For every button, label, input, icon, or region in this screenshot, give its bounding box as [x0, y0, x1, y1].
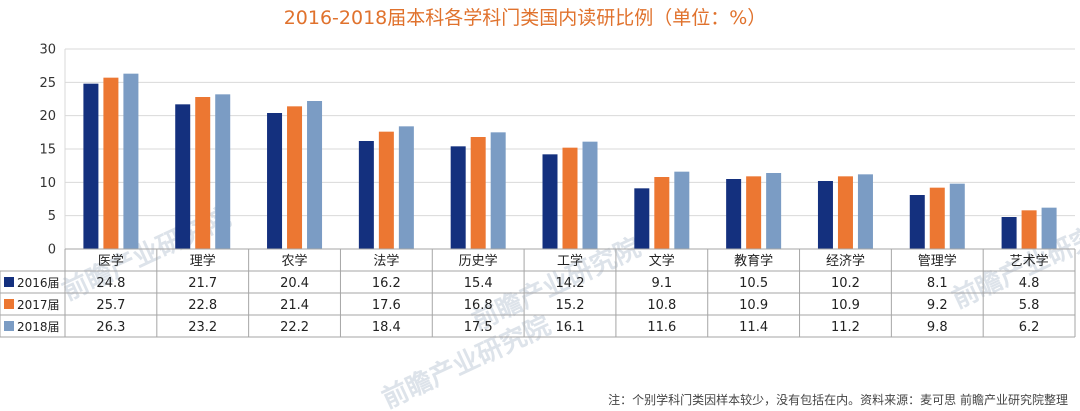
data-label: 10.9: [739, 298, 768, 313]
y-axis-ticks: 0 5 10 15 20 25 30: [39, 43, 56, 258]
data-label: 24.8: [96, 276, 125, 291]
bar: [123, 73, 139, 250]
y-tick-label: 0: [48, 243, 56, 258]
data-label: 15.2: [556, 298, 585, 313]
data-label: 20.4: [280, 276, 309, 291]
data-label: 21.4: [280, 298, 309, 313]
data-label: 10.9: [831, 298, 860, 313]
data-label: 21.7: [188, 276, 217, 291]
series-name: 2016届: [17, 276, 60, 290]
bar: [746, 176, 762, 249]
series-name: 2017届: [17, 298, 60, 312]
data-label: 8.1: [927, 276, 948, 291]
bar: [542, 154, 558, 249]
bar: [929, 187, 945, 249]
bar: [674, 171, 690, 249]
category-label: 艺术学: [1010, 253, 1049, 269]
data-label: 9.2: [927, 298, 948, 313]
legend-swatch: [4, 299, 14, 309]
y-tick-label: 10: [39, 176, 56, 191]
chart-title: 2016-2018届本科各学科门类国内读研比例（单位：%）: [284, 7, 767, 29]
bar: [817, 181, 833, 249]
data-label: 15.4: [464, 276, 493, 291]
category-label: 经济学: [826, 253, 865, 269]
bar: [307, 101, 323, 249]
data-label: 22.8: [188, 298, 217, 313]
bar: [857, 174, 873, 249]
data-label: 11.6: [647, 320, 676, 335]
category-label: 管理学: [918, 253, 957, 269]
data-label: 4.8: [1019, 276, 1040, 291]
bar: [949, 183, 965, 249]
data-label: 11.2: [831, 320, 860, 335]
data-label: 17.6: [372, 298, 401, 313]
y-tick-label: 30: [39, 43, 56, 58]
y-tick-label: 20: [39, 109, 56, 124]
bar: [378, 131, 394, 249]
data-label: 6.2: [1019, 320, 1040, 335]
data-label: 22.2: [280, 320, 309, 335]
bar: [837, 176, 853, 249]
bar: [1041, 207, 1057, 249]
category-label: 历史学: [459, 253, 498, 269]
data-label: 23.2: [188, 320, 217, 335]
footnote: 注：个别学科门类因样本较少，没有包括在内。资料来源：麦可思 前瞻产业研究院整理: [608, 392, 1068, 407]
data-label: 10.2: [831, 276, 860, 291]
data-label: 14.2: [556, 276, 585, 291]
series-name: 2018届: [17, 320, 60, 334]
data-label: 9.8: [927, 320, 948, 335]
category-label: 法学: [373, 253, 399, 269]
bar: [490, 132, 506, 249]
category-label: 理学: [190, 253, 216, 269]
bar: [450, 146, 466, 249]
bar: [582, 141, 598, 249]
data-label: 10.8: [647, 298, 676, 313]
bar: [195, 97, 211, 249]
y-tick-label: 5: [48, 209, 56, 224]
bar: [1001, 217, 1017, 249]
legend-swatch: [4, 277, 14, 287]
bars: [83, 73, 1057, 250]
bar: [175, 104, 191, 249]
category-label: 工学: [557, 253, 583, 269]
y-tick-label: 25: [39, 76, 56, 91]
bar: [83, 83, 99, 250]
bar: [654, 177, 670, 249]
bar: [766, 173, 782, 249]
bar: [726, 179, 742, 249]
bar: [215, 94, 231, 249]
data-label: 26.3: [96, 320, 125, 335]
data-label: 16.2: [372, 276, 401, 291]
data-label: 10.5: [739, 276, 768, 291]
data-label: 16.8: [464, 298, 493, 313]
data-label: 17.5: [464, 320, 493, 335]
legend-swatch: [4, 321, 14, 331]
bar: [1021, 210, 1037, 249]
bar: [634, 188, 650, 249]
bar: [358, 141, 374, 249]
category-label: 文学: [649, 253, 675, 269]
data-label: 9.1: [651, 276, 672, 291]
bar: [103, 77, 119, 250]
bar: [287, 106, 303, 249]
data-label: 16.1: [556, 320, 585, 335]
data-label: 25.7: [96, 298, 125, 313]
bar: [470, 137, 486, 249]
bar: [398, 126, 414, 249]
y-tick-label: 15: [39, 143, 56, 158]
category-label: 教育学: [734, 253, 773, 269]
bar: [267, 113, 283, 249]
category-label: 医学: [98, 253, 124, 269]
data-label: 5.8: [1019, 298, 1040, 313]
data-table: 医学 理学 农学 法学 历史学 工学 文学 教育学 经济学 管理学 艺术学 2016届 24.8 21.7…: [0, 248, 1076, 338]
bar: [909, 195, 925, 249]
data-label: 18.4: [372, 320, 401, 335]
data-label: 11.4: [739, 320, 768, 335]
category-label: 农学: [282, 253, 308, 269]
bar: [562, 147, 578, 249]
